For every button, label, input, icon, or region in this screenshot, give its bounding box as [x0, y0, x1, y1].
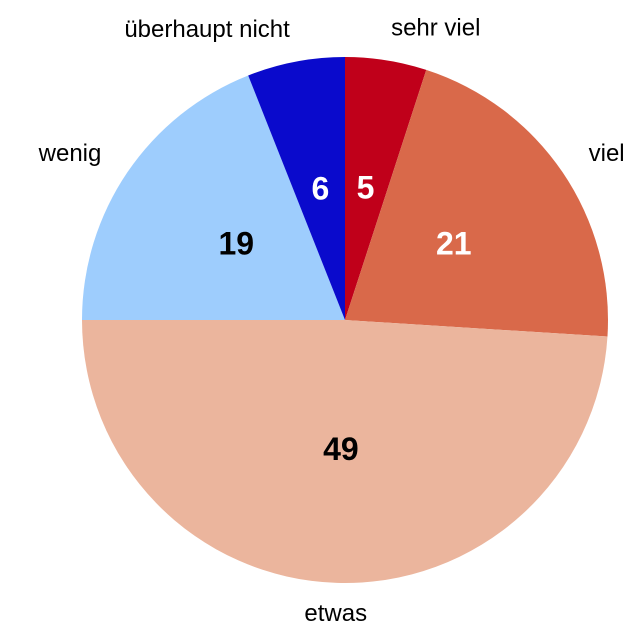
slice-category-label: sehr viel [391, 14, 480, 41]
slice-value-label: 49 [323, 431, 359, 467]
slice-category-label: viel [589, 140, 625, 167]
slice-value-label: 19 [218, 226, 254, 262]
pie-slice [345, 69, 608, 337]
slice-value-label: 6 [311, 170, 329, 206]
slice-category-label: etwas [304, 600, 367, 627]
pie-slice [248, 57, 345, 320]
slice-category-label: überhaupt nicht [124, 16, 290, 43]
slice-value-label: 21 [436, 226, 472, 262]
pie-slice [82, 75, 345, 320]
pie-slice [345, 57, 427, 320]
slice-category-label: wenig [38, 140, 102, 167]
pie-slice [82, 320, 608, 583]
slice-value-label: 5 [357, 170, 375, 206]
